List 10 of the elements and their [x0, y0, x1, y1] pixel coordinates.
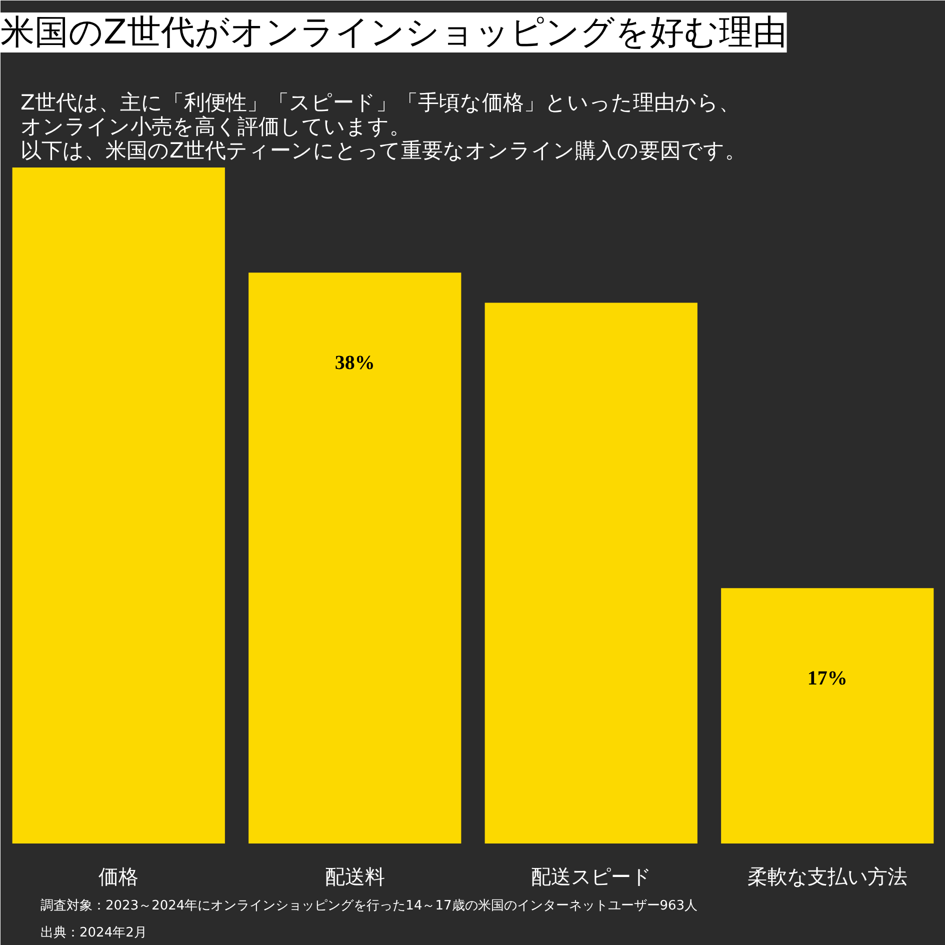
chart-subtitle: Z世代は、主に「利便性」「スピード」「手頃な価格」といった理由から、オンライン小売を高く評価しています。以下は、米国のZ世代ティーンにとって重要なオンライン購入の要因です。	[20, 90, 746, 162]
x-tick-label: 柔軟な支払い方法	[747, 864, 908, 888]
source-note: 出典：2024年2月	[40, 926, 147, 940]
x-tick-label: 価格	[98, 864, 139, 888]
chart-title: 米国のZ世代がオンラインショッピングを好む理由	[0, 12, 787, 52]
text: 調査対象：2023～2024年にオンラインショッピングを行った14～17歳の米国のインターネットユーザー963人	[40, 898, 698, 914]
x-tick-label: 配送スピード	[531, 864, 652, 888]
data-label: 38%	[334, 352, 375, 374]
x-tick-label: 配送料	[324, 864, 385, 888]
data-label: 17%	[807, 668, 848, 690]
